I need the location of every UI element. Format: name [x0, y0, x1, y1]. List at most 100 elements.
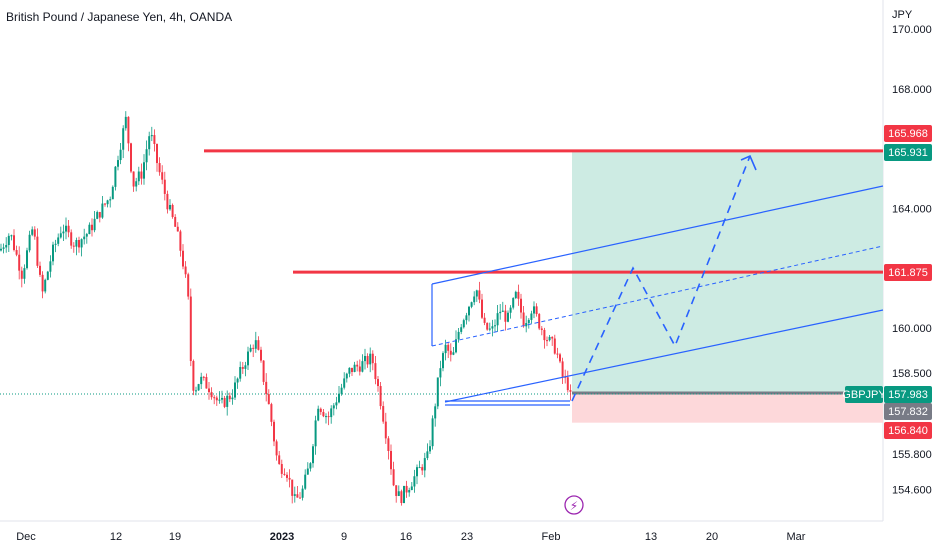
y-tick-label: 160.000: [892, 323, 932, 335]
candle: [252, 347, 255, 349]
candle: [127, 116, 130, 144]
candle: [340, 387, 343, 394]
candle: [72, 245, 75, 247]
candle: [223, 397, 226, 407]
candle: [228, 395, 231, 400]
candle: [241, 367, 244, 369]
candle: [78, 239, 80, 248]
candle: [49, 261, 52, 272]
candle: [512, 298, 515, 308]
price-tag: [884, 144, 932, 161]
candle: [390, 450, 392, 470]
candle: [36, 236, 39, 266]
candle: [405, 485, 408, 493]
candle: [59, 233, 62, 238]
price-tag-label: 165.931: [888, 147, 928, 159]
candle: [343, 378, 346, 388]
price-tag: [884, 125, 932, 142]
candle: [166, 193, 169, 210]
candle: [93, 218, 96, 231]
candle: [332, 405, 335, 409]
candle: [299, 497, 301, 499]
candle: [33, 229, 36, 237]
candle: [379, 386, 382, 407]
candle: [169, 204, 171, 210]
candle: [559, 354, 561, 362]
candle: [275, 441, 278, 456]
x-tick-label: 9: [341, 531, 347, 543]
candle: [44, 279, 47, 292]
candle: [366, 356, 369, 365]
candle: [215, 397, 218, 401]
lightning-icon[interactable]: [564, 495, 584, 515]
candle: [218, 399, 221, 401]
candle: [348, 367, 351, 374]
candle: [551, 336, 554, 339]
candle: [465, 315, 468, 321]
candle: [226, 395, 229, 407]
candle: [309, 463, 312, 469]
price-tag-label: 157.832: [888, 406, 928, 418]
candle: [106, 200, 109, 205]
candle: [325, 416, 327, 418]
candle: [494, 325, 496, 327]
candle: [143, 162, 145, 179]
candle: [364, 356, 366, 362]
candle: [431, 418, 434, 447]
y-tick-label: 168.000: [892, 84, 932, 96]
candle: [444, 344, 447, 354]
candle: [553, 338, 556, 354]
candle: [538, 314, 541, 329]
candle: [361, 361, 364, 372]
candle: [205, 377, 208, 389]
price-tag-label: 161.875: [888, 267, 928, 279]
candle: [171, 204, 174, 217]
loss-zone: [572, 393, 883, 423]
candle: [98, 212, 101, 218]
candle: [436, 377, 439, 407]
candle: [509, 307, 512, 313]
candle: [52, 244, 54, 262]
candle: [488, 328, 491, 330]
candle: [439, 368, 442, 378]
channel-upper-line[interactable]: [431, 185, 884, 285]
candle: [358, 366, 361, 372]
candle: [257, 340, 260, 350]
candle: [429, 446, 431, 452]
channel-lower-line[interactable]: [444, 309, 884, 403]
candle: [265, 381, 268, 395]
candle: [434, 406, 437, 419]
candle: [270, 404, 273, 422]
candle: [306, 468, 309, 475]
candle: [569, 390, 572, 392]
projected-path[interactable]: [571, 155, 751, 402]
candle: [288, 477, 291, 480]
x-tick-label: Dec: [16, 531, 36, 543]
candle: [403, 485, 405, 504]
candle: [345, 373, 348, 379]
candle: [351, 367, 353, 372]
candle: [213, 397, 216, 399]
candle: [244, 365, 247, 369]
x-tick-label: 23: [461, 531, 473, 543]
candle: [192, 361, 195, 391]
candle: [442, 353, 444, 369]
candle: [262, 360, 265, 382]
candle: [221, 397, 223, 400]
candle: [239, 367, 242, 379]
candle: [200, 376, 203, 385]
x-tick-label: Feb: [542, 531, 561, 543]
candle: [122, 128, 125, 150]
candle: [130, 143, 132, 172]
candle: [530, 313, 533, 320]
candle: [140, 171, 143, 179]
y-tick-label: 154.600: [892, 485, 932, 497]
candle: [145, 149, 148, 163]
candle: [483, 317, 486, 323]
candle: [7, 235, 10, 246]
candle: [174, 216, 177, 227]
candle: [330, 408, 333, 418]
candle: [374, 363, 377, 380]
candle: [481, 299, 483, 318]
